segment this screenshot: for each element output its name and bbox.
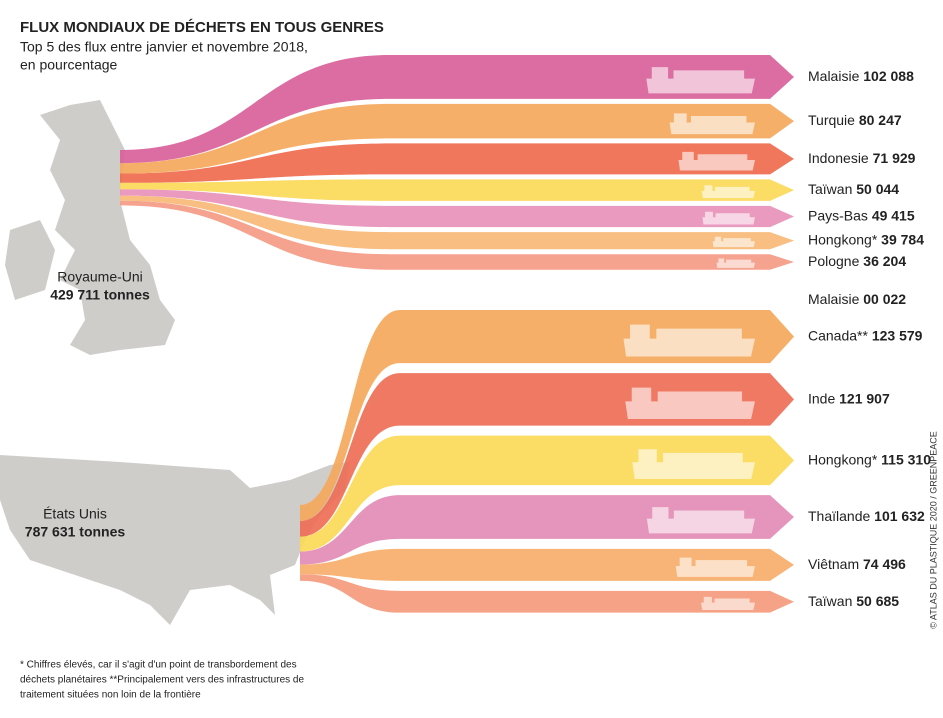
footnote: traitement situées non loin de la fronti… bbox=[20, 690, 201, 701]
destination: Malaisie bbox=[808, 68, 860, 84]
source-total: 429 711 tonnes bbox=[50, 287, 150, 303]
destination: Hongkong* bbox=[808, 231, 878, 247]
flow-label: Turquie 80 247 bbox=[808, 112, 902, 128]
flow-ribbon bbox=[120, 143, 794, 183]
flow-label: Indonesie 71 929 bbox=[808, 150, 916, 166]
flow-ribbon bbox=[300, 495, 794, 565]
us-map bbox=[0, 455, 350, 625]
destination: Malaisie bbox=[808, 291, 860, 307]
flow-label: Taïwan 50 044 bbox=[808, 181, 899, 197]
flow-label: Hongkong* 115 310 bbox=[808, 451, 931, 467]
ship bbox=[625, 387, 755, 420]
destination: Indonesie bbox=[808, 150, 869, 166]
destination: Hongkong* bbox=[808, 451, 878, 467]
value-label: 101 632 bbox=[874, 508, 925, 524]
destination: Pays-Bas bbox=[808, 207, 868, 223]
ship bbox=[632, 449, 755, 479]
source-label: Royaume-Uni bbox=[57, 269, 143, 285]
value-label: 115 310 bbox=[881, 451, 931, 467]
subtitle: Top 5 des flux entre janvier et novembre… bbox=[20, 39, 308, 55]
flow-ribbon bbox=[300, 574, 794, 613]
ireland-map bbox=[5, 220, 55, 300]
value-label: 50 685 bbox=[856, 592, 899, 608]
value-label: 36 204 bbox=[863, 253, 906, 269]
ship bbox=[678, 151, 755, 171]
flow-label: Taïwan 50 685 bbox=[808, 592, 899, 608]
ship bbox=[701, 596, 755, 610]
destination: Turquie bbox=[808, 112, 855, 128]
value-label: 74 496 bbox=[863, 556, 906, 572]
flow-ribbon bbox=[120, 55, 794, 164]
ship bbox=[712, 236, 755, 248]
ship bbox=[669, 113, 755, 135]
flow-label: Thaïlande 101 632 bbox=[808, 508, 925, 524]
value-label: 50 044 bbox=[856, 181, 899, 197]
value-label: 121 907 bbox=[839, 390, 890, 406]
ship bbox=[646, 67, 755, 94]
flow-label: Hongkong* 39 784 bbox=[808, 231, 924, 247]
ship bbox=[701, 185, 755, 199]
destination: Thaïlande bbox=[808, 508, 870, 524]
ship bbox=[702, 211, 755, 225]
footnote: * Chiffres élevés, car il s'agit d'un po… bbox=[20, 660, 297, 671]
value-label: 00 022 bbox=[863, 291, 906, 307]
destination: Viêtnam bbox=[808, 556, 859, 572]
flow-label: Pays-Bas 49 415 bbox=[808, 207, 915, 223]
value-label: 71 929 bbox=[873, 150, 916, 166]
value-label: 80 247 bbox=[859, 112, 902, 128]
flow-ribbon bbox=[120, 189, 794, 228]
flow-label: Inde 121 907 bbox=[808, 390, 890, 406]
value-label: 39 784 bbox=[881, 231, 924, 247]
flow-label: Malaisie 102 088 bbox=[808, 68, 914, 84]
flow-label: Viêtnam 74 496 bbox=[808, 556, 906, 572]
destination: Canada** bbox=[808, 327, 868, 343]
source-label: États Unis bbox=[43, 506, 107, 522]
uk-map bbox=[40, 100, 175, 355]
flow-ribbon bbox=[120, 195, 794, 250]
credit: © ATLAS DU PLASTIQUE 2020 / GREENPEACE bbox=[928, 431, 938, 629]
ship bbox=[646, 507, 755, 534]
flow-ribbon bbox=[120, 103, 794, 174]
flow-label: Pologne 36 204 bbox=[808, 253, 906, 269]
destination: Inde bbox=[808, 390, 835, 406]
ship bbox=[623, 324, 755, 357]
destination: Pologne bbox=[808, 253, 860, 269]
ship bbox=[716, 258, 755, 268]
destination: Taïwan bbox=[808, 592, 852, 608]
destination: Taïwan bbox=[808, 181, 852, 197]
flow-ribbon bbox=[120, 179, 794, 201]
flow-ribbon bbox=[300, 310, 794, 521]
value-label: 123 579 bbox=[872, 327, 923, 343]
flow-label: Canada** 123 579 bbox=[808, 327, 923, 343]
source-total: 787 631 tonnes bbox=[25, 524, 126, 540]
footnote: déchets planétaires **Principalement ver… bbox=[20, 675, 304, 686]
ship bbox=[675, 557, 755, 577]
value-label: 49 415 bbox=[872, 207, 915, 223]
title: FLUX MONDIAUX DE DÉCHETS EN TOUS GENRES bbox=[20, 19, 384, 36]
flow-ribbon bbox=[300, 548, 794, 581]
subtitle: en pourcentage bbox=[20, 57, 118, 73]
flow-label: Malaisie 00 022 bbox=[808, 291, 906, 307]
value-label: 102 088 bbox=[863, 68, 914, 84]
